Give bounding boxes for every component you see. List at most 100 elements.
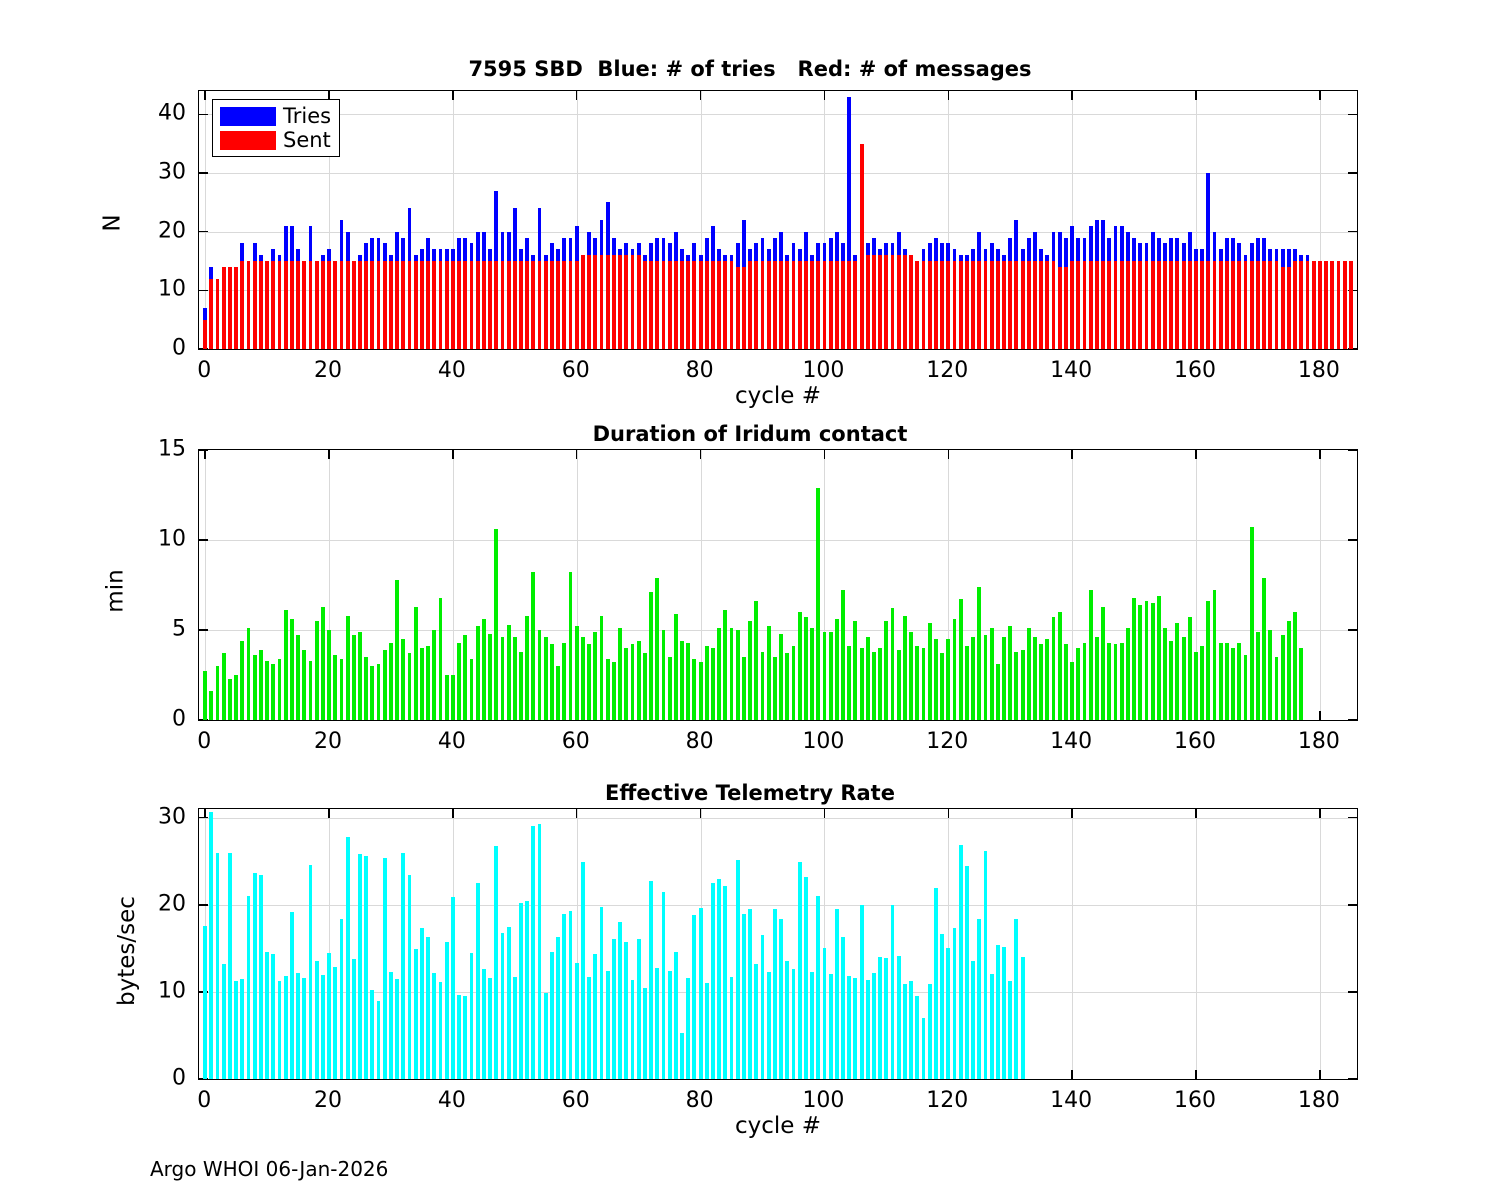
chart-bar: [1225, 237, 1229, 349]
x-tick-label: 40: [437, 1088, 466, 1113]
bar-segment-sent: [828, 261, 833, 349]
chart-bar: [1138, 604, 1143, 720]
gridline-vertical: [948, 450, 950, 720]
chart-bar: [605, 971, 610, 1079]
panel2-title: Duration of Iridum contact: [592, 422, 908, 446]
bar-segment-sent: [1225, 261, 1229, 349]
chart-bar: [420, 648, 424, 720]
y-axis-tick-right: [1348, 719, 1357, 720]
chart-bar: [803, 876, 808, 1079]
chart-bar: [395, 579, 400, 720]
chart-bar: [302, 649, 307, 720]
chart-bar: [642, 255, 647, 349]
x-axis-tick-top: [204, 450, 206, 459]
chart-bar: [810, 628, 814, 720]
bar-segment-sent: [704, 261, 709, 349]
chart-bar: [345, 231, 350, 349]
chart-bar: [531, 572, 536, 720]
chart-bar: [611, 662, 616, 720]
chart-bar: [277, 981, 282, 1079]
chart-bar: [407, 875, 412, 1079]
chart-bar: [667, 243, 672, 349]
bar-segment-sent: [1119, 261, 1124, 349]
chart-bar: [240, 640, 245, 720]
chart-bar: [1336, 261, 1341, 349]
bar-segment-sent: [426, 261, 431, 349]
bar-segment-sent: [389, 261, 393, 349]
chart-bar: [314, 960, 319, 1079]
chart-bar: [228, 852, 232, 1079]
chart-bar: [742, 220, 746, 349]
y-axis-tick-right: [1348, 1078, 1357, 1079]
chart-bar: [364, 657, 369, 720]
chart-bar: [531, 255, 536, 349]
chart-bar: [308, 660, 313, 720]
chart-bar: [772, 657, 777, 720]
legend-swatch-tries: [220, 106, 276, 126]
chart-bar: [283, 976, 288, 1079]
chart-bar: [952, 249, 957, 349]
bar-segment-sent: [525, 261, 530, 349]
chart-bar: [921, 1018, 926, 1079]
chart-bar: [630, 249, 635, 349]
y-axis-tick: [199, 629, 208, 631]
chart-bar: [376, 1000, 381, 1079]
chart-bar: [581, 255, 585, 349]
chart-bar: [822, 243, 827, 349]
chart-bar: [605, 202, 610, 349]
x-tick-label: 140: [1050, 1088, 1093, 1113]
chart-bar: [537, 208, 542, 349]
chart-bar: [1194, 249, 1198, 349]
x-axis-tick-top: [452, 91, 454, 100]
legend-swatch-sent: [220, 130, 276, 150]
bar-segment-sent: [1206, 261, 1211, 349]
gridline-horizontal: [199, 991, 1357, 993]
chart-bar: [834, 231, 839, 349]
gridline-vertical: [452, 450, 454, 720]
bar-segment-sent: [203, 319, 208, 349]
chart-bar: [302, 977, 307, 1079]
bar-segment-sent: [797, 261, 802, 349]
chart-bar: [1268, 249, 1273, 349]
bar-segment-sent: [1336, 261, 1341, 349]
chart-bar: [265, 660, 270, 720]
bar-segment-sent: [791, 261, 796, 349]
bars-layer: [199, 809, 1357, 1079]
x-axis-tick-top: [947, 809, 950, 818]
x-tick-label: 0: [197, 729, 212, 754]
chart-bar: [1293, 612, 1297, 720]
bar-segment-sent: [481, 261, 486, 349]
chart-bar: [444, 249, 449, 349]
x-axis-tick-top: [452, 450, 454, 459]
chart-bar: [556, 249, 561, 349]
chart-bar: [475, 626, 480, 720]
chart-bar: [488, 633, 492, 720]
bar-segment-tries: [847, 96, 852, 349]
chart-bar: [550, 243, 554, 349]
chart-bar: [766, 249, 771, 349]
bar-segment-sent: [983, 261, 988, 349]
chart-bar: [525, 237, 530, 349]
chart-bar: [1299, 255, 1304, 349]
chart-bar: [469, 952, 474, 1079]
chart-bar: [1256, 631, 1260, 720]
bar-segment-sent: [711, 261, 715, 349]
bar-segment-sent: [475, 261, 480, 349]
x-tick-label: 20: [314, 358, 343, 383]
chart-bar: [872, 651, 876, 720]
chart-bar: [469, 243, 474, 349]
chart-bar: [1057, 231, 1062, 349]
bar-segment-sent: [1101, 261, 1105, 349]
chart-bar: [779, 633, 783, 720]
chart-bar: [320, 606, 325, 720]
x-tick-label: 140: [1050, 729, 1093, 754]
bar-segment-sent: [853, 261, 858, 349]
y-tick-label: 0: [172, 335, 186, 361]
chart-bar: [1008, 980, 1013, 1079]
bar-segment-sent: [1113, 261, 1118, 349]
chart-bar: [791, 243, 796, 349]
chart-bar: [748, 249, 753, 349]
chart-bar: [1057, 612, 1062, 720]
x-axis-tick: [1071, 1070, 1073, 1079]
bar-segment-sent: [1026, 261, 1031, 349]
